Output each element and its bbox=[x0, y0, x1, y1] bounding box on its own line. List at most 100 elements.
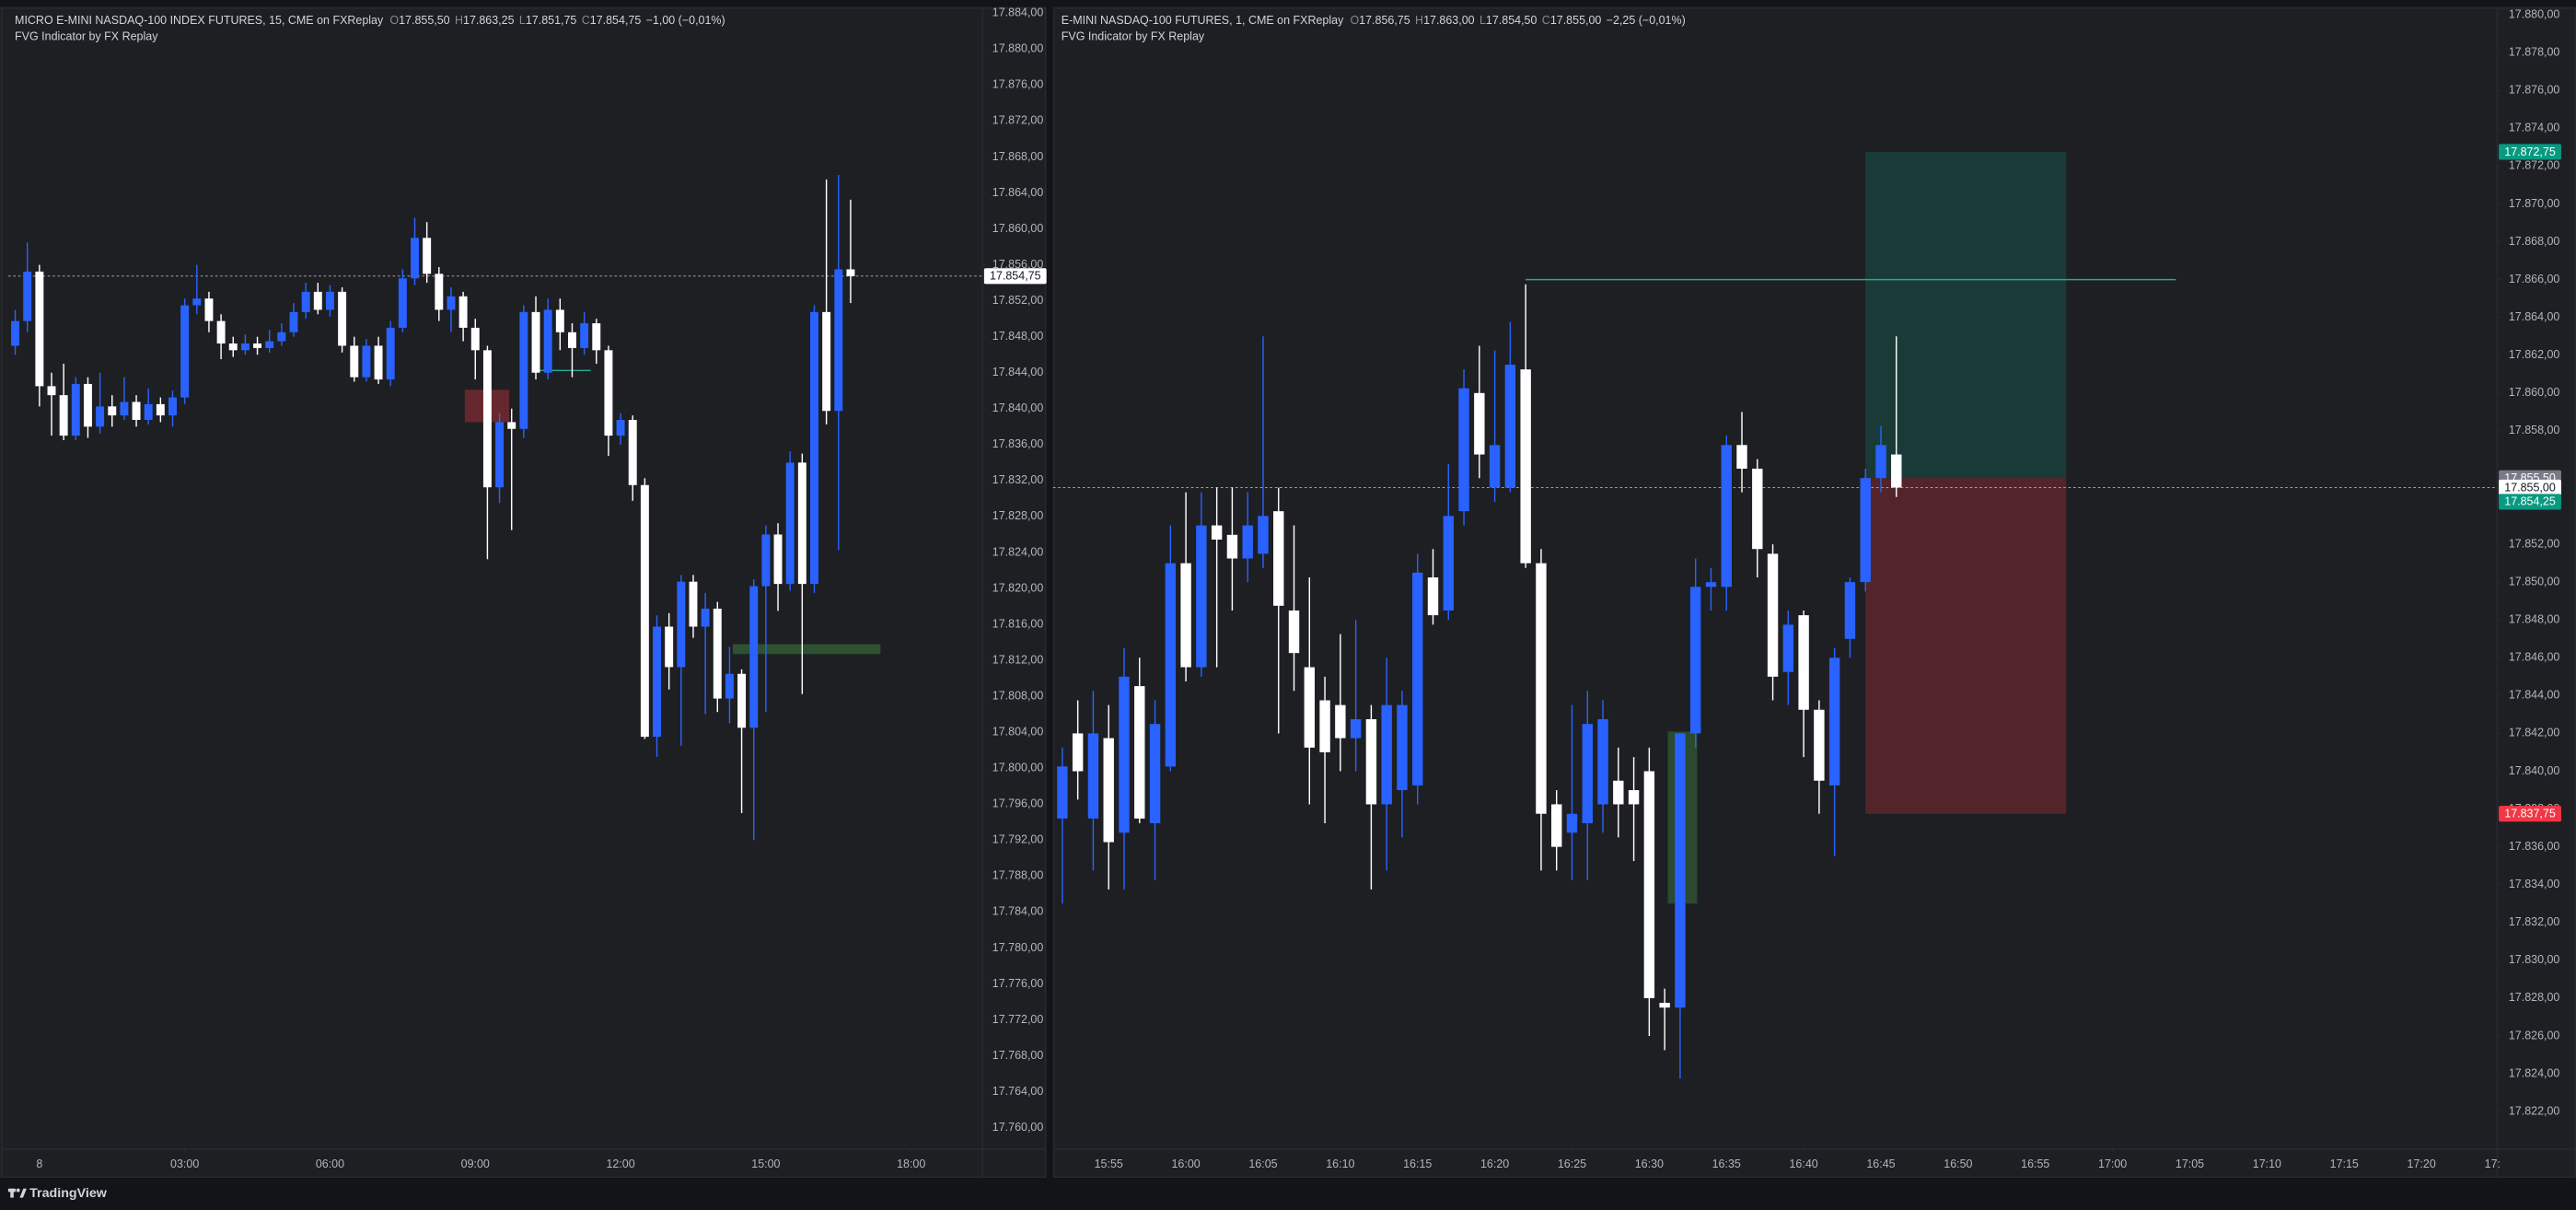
x-tick-label: 17:15 bbox=[2330, 1158, 2359, 1170]
y-tick-label: 17.858,00 bbox=[2509, 424, 2560, 436]
y-tick-label: 17.836,00 bbox=[992, 437, 1044, 450]
y-tick-label: 17.850,00 bbox=[2509, 575, 2560, 588]
candle-body bbox=[180, 305, 190, 398]
price-badge-label: 17.872,75 bbox=[2504, 145, 2556, 158]
candle-body bbox=[240, 343, 249, 351]
y-tick-label: 17.844,00 bbox=[992, 366, 1044, 378]
y-tick-label: 17.832,00 bbox=[992, 473, 1044, 486]
candle-body bbox=[1103, 738, 1114, 843]
candle-body bbox=[1659, 1003, 1670, 1008]
candle-body bbox=[834, 269, 843, 412]
candle-body bbox=[1226, 534, 1238, 559]
candle-body bbox=[677, 581, 686, 668]
left-pane-border bbox=[1, 7, 1047, 1178]
y-tick-label: 17.776,00 bbox=[992, 977, 1044, 990]
zone bbox=[732, 644, 881, 655]
candle-body bbox=[1689, 587, 1701, 734]
candle-body bbox=[555, 309, 564, 332]
y-tick-label: 17.856,00 bbox=[992, 258, 1044, 271]
x-tick-label: 17:05 bbox=[2176, 1158, 2204, 1170]
candle-body bbox=[1675, 733, 1686, 1008]
candle-body bbox=[1752, 468, 1763, 550]
price-badge bbox=[2499, 144, 2561, 160]
candle-body bbox=[144, 403, 153, 420]
candle-body bbox=[1288, 610, 1300, 654]
candle-body bbox=[749, 586, 759, 728]
y-tick-label: 17.826,00 bbox=[2509, 1029, 2560, 1041]
ohlc-value: 17.863,00 bbox=[1423, 15, 1475, 28]
y-tick-label: 17.848,00 bbox=[992, 330, 1044, 343]
candle-body bbox=[1087, 733, 1099, 819]
candle-body bbox=[507, 422, 516, 429]
candle-body bbox=[35, 271, 44, 387]
x-tick-label: 06:00 bbox=[316, 1158, 344, 1170]
y-tick-label: 17.876,00 bbox=[2509, 84, 2560, 97]
candle-body bbox=[1258, 516, 1269, 554]
y-tick-label: 17.880,00 bbox=[2509, 7, 2560, 20]
candle-body bbox=[447, 296, 456, 310]
y-tick-label: 17.874,00 bbox=[2509, 122, 2560, 134]
y-tick-label: 17.768,00 bbox=[992, 1049, 1044, 1062]
chart-pane: E-MINI NASDAQ-100 FUTURES, 1, CME on FXR… bbox=[1052, 7, 2561, 1170]
candle-body bbox=[1566, 813, 1578, 833]
candle-body bbox=[132, 401, 141, 420]
y-tick-label: 17.864,00 bbox=[992, 186, 1044, 199]
price-badge-label: 17.837,75 bbox=[2504, 808, 2556, 820]
y-tick-label: 17.848,00 bbox=[2509, 613, 2560, 626]
candle-body bbox=[338, 291, 347, 346]
y-tick-label: 17.866,00 bbox=[2509, 273, 2560, 285]
candle-body bbox=[23, 271, 32, 321]
candle-body bbox=[108, 406, 117, 416]
y-tick-label: 17.852,00 bbox=[2509, 537, 2560, 550]
x-tick-label: 16:15 bbox=[1403, 1158, 1432, 1170]
candle-body bbox=[362, 345, 371, 378]
candle-body bbox=[482, 350, 492, 488]
candle-body bbox=[47, 386, 56, 396]
candle-body bbox=[1165, 563, 1177, 767]
candle-body bbox=[325, 291, 334, 310]
candle-body bbox=[277, 332, 286, 342]
candle-body bbox=[386, 327, 395, 380]
candle-body bbox=[1613, 780, 1624, 805]
x-tick-label: 16:30 bbox=[1635, 1158, 1664, 1170]
y-tick-label: 17.868,00 bbox=[992, 150, 1044, 163]
change-value: −1,00 (−0,01%) bbox=[646, 15, 725, 28]
candle-body bbox=[192, 298, 202, 306]
price-badge-label: 17.855,00 bbox=[2504, 481, 2556, 494]
ohlc-key: O bbox=[389, 15, 399, 28]
price-badge bbox=[983, 268, 1047, 285]
candle-body bbox=[1365, 719, 1377, 805]
candle-body bbox=[435, 273, 444, 310]
candle-body bbox=[1149, 724, 1161, 823]
y-tick-label: 17.840,00 bbox=[992, 401, 1044, 414]
x-tick-label: 12:00 bbox=[606, 1158, 634, 1170]
candle-body bbox=[1628, 790, 1640, 805]
x-tick-label: 16:55 bbox=[2021, 1158, 2049, 1170]
x-tick-label: 17:10 bbox=[2253, 1158, 2281, 1170]
candle-body bbox=[1057, 766, 1068, 819]
x-tick-label: 17: bbox=[2485, 1158, 2501, 1170]
ohlc-value: 17.855,50 bbox=[399, 15, 450, 28]
ohlc-value: 17.856,75 bbox=[1359, 15, 1410, 28]
x-tick-label: 16:10 bbox=[1326, 1158, 1354, 1170]
chart-pane: MICRO E-MINI NASDAQ-100 INDEX FUTURES, 1… bbox=[7, 6, 1047, 1170]
candle-body bbox=[543, 309, 552, 373]
y-tick-label: 17.832,00 bbox=[2509, 915, 2560, 928]
y-tick-label: 17.830,00 bbox=[2509, 953, 2560, 966]
ohlc-key: O bbox=[1350, 15, 1359, 28]
candle-body bbox=[737, 673, 747, 728]
y-tick-label: 17.828,00 bbox=[2509, 991, 2560, 1004]
candle-body bbox=[59, 395, 68, 436]
candle-body bbox=[580, 323, 589, 348]
candle-body bbox=[1721, 445, 1732, 588]
candle-body bbox=[1767, 553, 1779, 677]
y-tick-label: 17.764,00 bbox=[992, 1085, 1044, 1098]
y-tick-label: 17.844,00 bbox=[2509, 689, 2560, 702]
ohlc-key: H bbox=[1415, 15, 1423, 28]
y-tick-label: 17.824,00 bbox=[992, 545, 1044, 558]
candle-body bbox=[374, 345, 383, 380]
x-tick-label: 15:00 bbox=[751, 1158, 780, 1170]
candle-body bbox=[1551, 804, 1562, 847]
candle-body bbox=[1891, 454, 1902, 488]
